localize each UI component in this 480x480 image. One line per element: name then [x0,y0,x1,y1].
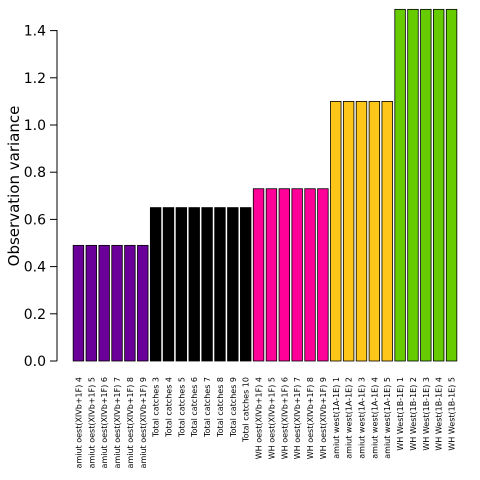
x-tick-label: WH oest(XIVb+1F) 6 [280,377,289,459]
bar [394,8,406,362]
x-tick-label: Total catches 4 [165,377,174,438]
x-tick-label: amiut west(1A-1E) 2 [345,377,354,459]
bar [162,207,175,362]
bar [85,244,97,362]
bar [149,207,162,362]
x-tick-label: WH West(1B-1E) 5 [448,377,457,451]
bar [175,207,188,362]
x-tick-label: WH West(1B-1E) 3 [422,377,431,451]
x-tick-label: amiut west(1A-1E) 4 [370,377,379,459]
bar [188,207,200,362]
bar [355,101,368,362]
x-tick-label: WH West(1B-1E) 4 [435,377,444,451]
x-tick-label: amiut oest(XIVb+1F) 4 [74,377,83,468]
bar [381,101,393,362]
bar [317,188,329,362]
x-tick-label: Total catches 7 [203,377,212,438]
y-tick-label: 0.4 [24,260,46,276]
x-tick-label: amiut west(1A-1E) 3 [358,377,367,459]
y-tick-label: 0.2 [24,307,46,323]
bars [72,8,458,362]
bar [342,101,355,362]
bar [291,188,303,362]
bar [201,207,213,362]
x-tick-label: Total catches 8 [216,377,225,438]
bar [227,207,239,362]
y-axis-title: Observation variance [5,106,23,267]
y-ticks: 0.0 0.2 0.4 0.6 0.8 1.0 1.2 1.4 [24,24,57,370]
bar [214,207,226,362]
x-tick-label: amiut oest(XIVb+1F) 9 [139,377,148,468]
y-tick-label: 0.8 [24,165,46,181]
bar [265,188,278,362]
x-tick-label: WH West(1B-1E) 1 [396,377,405,451]
y-tick-label: 0.0 [24,354,46,370]
category-labels: amiut oest(XIVb+1F) 4 amiut oest(XIVb+1F)… [74,377,456,468]
x-tick-label: WH oest(XIVb+1F) 9 [319,377,328,459]
bar [420,8,432,362]
x-tick-label: Total catches 6 [190,377,199,438]
y-tick-label: 0.6 [24,212,46,228]
x-tick-label: WH oest(XIVb+1F) 5 [267,377,276,459]
x-tick-label: WH oest(XIVb+1F) 7 [293,377,302,459]
bar [111,244,123,362]
x-tick-label: amiut west(1A-1E) 5 [383,377,392,459]
bar [278,188,290,362]
bar [330,101,342,362]
x-tick-label: Total catches 10 [242,377,251,443]
x-tick-label: Total catches 5 [177,377,186,438]
bar [252,188,265,362]
x-tick-label: WH West(1B-1E) 2 [409,377,418,451]
x-tick-label: amiut west(1A-1E) 1 [332,377,341,459]
x-tick-label: amiut oest(XIVb+1F) 6 [100,377,109,468]
y-tick-label: 1.0 [24,118,46,134]
x-tick-label: WH oest(XIVb+1F) 8 [306,377,315,459]
x-tick-label: amiut oest(XIVb+1F) 7 [113,377,122,468]
x-tick-label: amiut oest(XIVb+1F) 5 [87,377,96,468]
y-tick-label: 1.4 [24,24,46,40]
bar [304,188,316,362]
bar [368,101,381,362]
bar [137,244,149,362]
x-tick-label: Total catches 3 [152,377,161,438]
bar [240,207,252,362]
y-tick-label: 1.2 [24,71,46,87]
x-tick-label: WH oest(XIVb+1F) 4 [255,377,264,459]
bar [72,244,85,362]
bar [124,244,136,362]
bar [407,8,419,362]
x-tick-label: Total catches 9 [229,377,238,438]
bar [445,8,458,362]
x-tick-label: amiut oest(XIVb+1F) 8 [126,377,135,468]
bar [98,244,110,362]
bar [433,8,445,362]
